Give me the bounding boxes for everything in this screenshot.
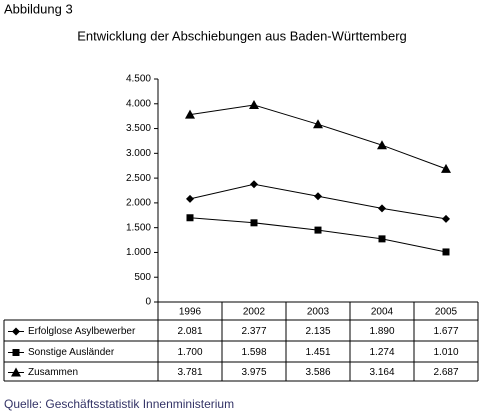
table-value: 1.274 — [369, 347, 394, 358]
table-value: 2.687 — [433, 367, 458, 378]
marker — [186, 194, 194, 203]
legend-label: Zusammen — [28, 367, 78, 378]
marker — [250, 219, 258, 227]
marker — [314, 226, 322, 234]
marker — [250, 180, 258, 189]
table-value: 2.135 — [305, 326, 330, 337]
y-tick-label: 1.000 — [126, 247, 151, 258]
table-value: 3.164 — [369, 367, 394, 378]
legend-label: Sonstige Ausländer — [28, 347, 115, 358]
table-value: 2.081 — [177, 326, 202, 337]
y-tick-label: 500 — [134, 272, 151, 283]
legend-marker — [12, 349, 20, 356]
x-tick-label: 2002 — [243, 307, 266, 318]
y-tick-label: 1.500 — [126, 222, 151, 233]
marker — [314, 192, 322, 201]
table-value: 3.586 — [305, 367, 330, 378]
table-value: 2.377 — [241, 326, 266, 337]
source: Quelle: Geschäftsstatistik Innenminister… — [4, 397, 234, 411]
x-tick-label: 2004 — [371, 307, 394, 318]
chart-title: Entwicklung der Abschiebungen aus Baden-… — [77, 28, 407, 43]
marker — [442, 214, 450, 223]
legend-marker — [12, 327, 20, 336]
y-tick-label: 3.000 — [126, 148, 151, 159]
table-value: 1.010 — [433, 347, 458, 358]
marker — [313, 119, 323, 129]
y-tick-label: 0 — [145, 297, 151, 308]
series-line — [189, 183, 447, 220]
marker — [378, 235, 386, 243]
legend-label: Erfolglose Asylbewerber — [28, 326, 136, 337]
marker — [441, 163, 451, 173]
table-value: 1.598 — [241, 347, 266, 358]
x-tick-label: 2003 — [307, 307, 330, 318]
x-tick-label: 2005 — [435, 307, 458, 318]
marker — [377, 140, 387, 150]
table-value: 3.975 — [241, 367, 266, 378]
table-value: 1.451 — [305, 347, 330, 358]
legend-marker — [11, 367, 21, 377]
figure-label: Abbildung 3 — [4, 1, 73, 16]
marker — [442, 248, 450, 256]
marker — [186, 214, 194, 222]
series-line — [189, 104, 447, 170]
x-tick-label: 1996 — [179, 307, 202, 318]
y-tick-label: 4.500 — [126, 74, 151, 85]
y-tick-label: 3.500 — [126, 123, 151, 134]
marker — [185, 109, 195, 119]
y-tick-label: 4.000 — [126, 98, 151, 109]
table-value: 1.677 — [433, 326, 458, 337]
y-tick-label: 2.000 — [126, 198, 151, 209]
marker — [378, 204, 386, 213]
table-value: 1.700 — [177, 347, 202, 358]
table-value: 1.890 — [369, 326, 394, 337]
marker — [249, 100, 259, 110]
table-value: 3.781 — [177, 367, 202, 378]
series-line — [189, 217, 447, 253]
y-tick-label: 2.500 — [126, 173, 151, 184]
